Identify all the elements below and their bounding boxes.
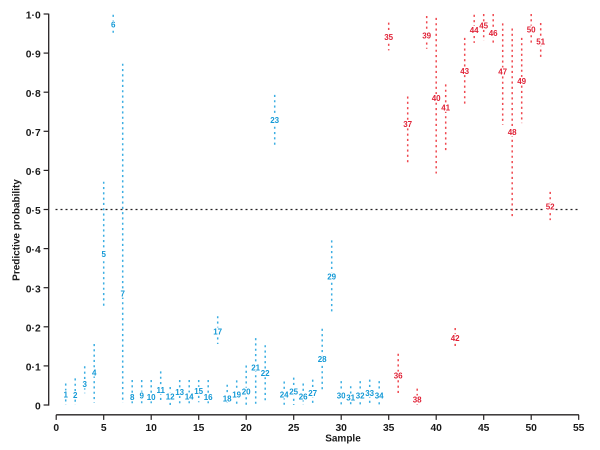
svg-text:35: 35 [384,33,393,42]
svg-text:40: 40 [432,94,441,103]
svg-text:50: 50 [525,423,537,434]
svg-text:23: 23 [270,116,279,125]
svg-text:2: 2 [73,391,78,400]
svg-text:32: 32 [356,392,365,401]
svg-text:Predictive probability: Predictive probability [12,179,23,281]
svg-text:12: 12 [166,392,175,401]
svg-text:47: 47 [498,67,507,76]
svg-text:42: 42 [451,334,460,343]
svg-text:1·0: 1·0 [26,11,41,22]
svg-text:43: 43 [460,67,469,76]
svg-text:29: 29 [327,272,336,281]
svg-text:6: 6 [111,21,116,30]
svg-text:8: 8 [130,393,135,402]
svg-text:36: 36 [394,372,403,381]
svg-text:21: 21 [251,363,260,372]
svg-text:39: 39 [422,31,431,40]
svg-text:50: 50 [527,26,536,35]
svg-text:38: 38 [413,395,422,404]
svg-text:0·7: 0·7 [26,128,41,139]
svg-text:45: 45 [478,423,490,434]
svg-text:52: 52 [546,203,555,212]
svg-text:0·9: 0·9 [26,50,41,61]
svg-text:27: 27 [308,389,317,398]
svg-text:30: 30 [337,392,346,401]
svg-text:25: 25 [289,388,298,397]
svg-text:48: 48 [508,128,517,137]
svg-text:1: 1 [63,390,68,399]
svg-text:19: 19 [232,391,241,400]
svg-text:51: 51 [536,38,545,47]
svg-text:13: 13 [175,388,184,397]
svg-text:0: 0 [35,402,41,413]
svg-text:10: 10 [145,423,157,434]
svg-text:4: 4 [92,368,97,377]
svg-text:17: 17 [213,327,222,336]
svg-text:25: 25 [288,423,300,434]
svg-text:55: 55 [573,423,585,434]
svg-text:3: 3 [82,380,87,389]
svg-text:45: 45 [479,22,488,31]
svg-text:31: 31 [346,394,355,403]
svg-text:49: 49 [517,77,526,86]
svg-text:14: 14 [185,392,194,401]
svg-text:0·1: 0·1 [26,363,41,374]
svg-text:10: 10 [147,393,156,402]
svg-text:37: 37 [403,120,412,129]
svg-text:16: 16 [204,393,213,402]
svg-text:0·3: 0·3 [26,284,41,295]
svg-text:18: 18 [223,394,232,403]
svg-text:34: 34 [375,392,384,401]
svg-text:26: 26 [299,392,308,401]
svg-text:15: 15 [194,387,203,396]
svg-text:0·8: 0·8 [26,89,41,100]
svg-text:7: 7 [120,290,125,299]
svg-text:0·5: 0·5 [26,206,41,217]
svg-text:20: 20 [242,388,251,397]
svg-text:44: 44 [470,26,479,35]
svg-text:5: 5 [101,423,107,434]
svg-text:41: 41 [441,104,450,113]
svg-text:24: 24 [280,390,289,399]
svg-text:40: 40 [430,423,442,434]
svg-text:20: 20 [240,423,252,434]
svg-text:11: 11 [156,386,165,395]
svg-text:15: 15 [193,423,205,434]
svg-text:9: 9 [139,392,144,401]
svg-text:28: 28 [318,355,327,364]
svg-text:Sample: Sample [325,434,361,445]
svg-text:35: 35 [383,423,395,434]
svg-text:22: 22 [261,369,270,378]
svg-text:0: 0 [53,423,59,434]
svg-text:5: 5 [101,250,106,259]
svg-text:0·6: 0·6 [26,167,41,178]
svg-text:30: 30 [335,423,347,434]
svg-text:46: 46 [489,29,498,38]
svg-text:33: 33 [365,389,374,398]
svg-text:0·4: 0·4 [26,245,41,256]
svg-text:0·2: 0·2 [26,323,41,334]
